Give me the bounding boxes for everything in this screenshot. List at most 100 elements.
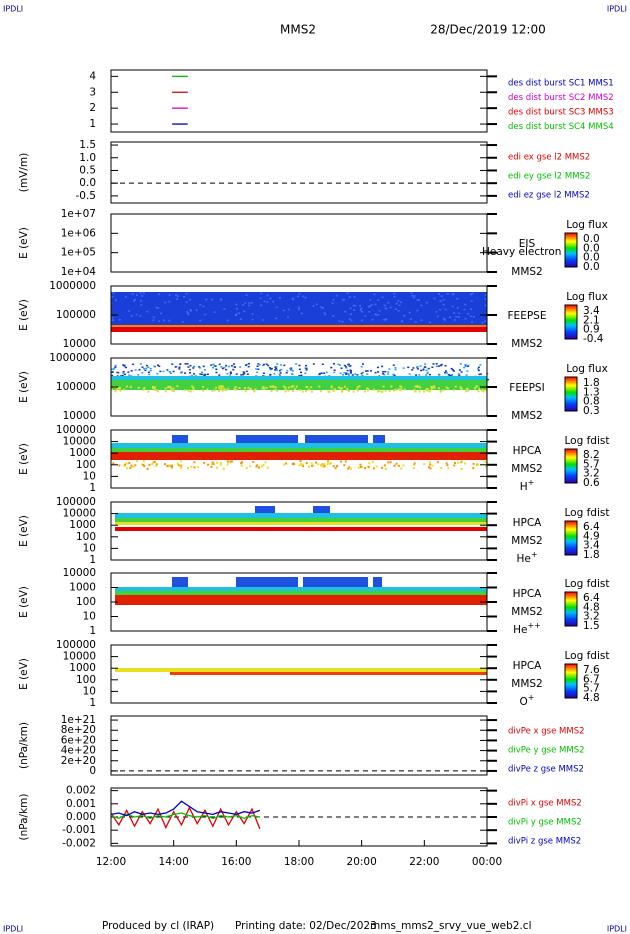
legend-label: divPe z gse MMS2 bbox=[508, 765, 584, 775]
spectrogram-fill bbox=[402, 367, 405, 369]
spectrogram-fill bbox=[215, 368, 218, 371]
spectrogram-fill bbox=[445, 462, 448, 465]
spectrogram-fill bbox=[164, 301, 167, 304]
spectrogram-fill bbox=[114, 366, 117, 368]
spectrogram-fill bbox=[125, 467, 128, 470]
spectrogram-fill bbox=[422, 368, 425, 370]
spectrogram-fill bbox=[349, 313, 352, 315]
spectrogram-fill bbox=[397, 310, 400, 312]
spectrogram-fill bbox=[271, 385, 274, 388]
spectrogram-fill bbox=[147, 371, 150, 374]
spectrogram-fill bbox=[118, 388, 121, 391]
spectrogram-fill bbox=[300, 312, 303, 315]
spectrogram-fill bbox=[146, 310, 149, 313]
spectrogram-fill bbox=[184, 363, 187, 365]
spectrogram-fill bbox=[292, 297, 295, 300]
spectrogram-fill bbox=[284, 390, 287, 393]
spectrogram-fill bbox=[354, 304, 357, 307]
y-tick-label: 10000 bbox=[63, 508, 96, 520]
side-label: H+ bbox=[520, 478, 535, 494]
spectrogram-fill bbox=[115, 595, 487, 605]
panel-frame bbox=[110, 715, 488, 776]
spectrogram-fill bbox=[448, 316, 451, 319]
spectrogram-fill bbox=[374, 371, 377, 374]
colorbar-tick-label: 6.7 bbox=[583, 673, 600, 685]
spectrogram-fill bbox=[466, 387, 469, 390]
spectrogram-fill bbox=[361, 466, 364, 469]
spectrogram-fill bbox=[465, 374, 468, 376]
spectrogram-fill bbox=[452, 293, 455, 296]
spectrogram-fill bbox=[428, 461, 431, 464]
spectrogram-fill bbox=[395, 462, 398, 465]
spectrogram-fill bbox=[375, 465, 378, 468]
y-tick-label: 2e+20 bbox=[61, 755, 96, 767]
spectrogram-fill bbox=[413, 463, 416, 466]
colorbar-tick-label: 8.2 bbox=[583, 449, 600, 461]
side-label: MMS2 bbox=[511, 535, 542, 547]
spectrogram-fill bbox=[407, 366, 410, 369]
spectrogram-fill bbox=[400, 467, 403, 470]
spectrogram-fill bbox=[250, 387, 253, 390]
spectrogram-fill bbox=[233, 363, 236, 365]
spectrogram-fill bbox=[296, 295, 299, 298]
colorbar-tick-label: 2.1 bbox=[583, 314, 600, 326]
spectrogram-fill bbox=[352, 390, 355, 393]
y-tick-label: 1.5 bbox=[79, 139, 96, 151]
spectrogram-fill bbox=[142, 388, 145, 391]
spectrogram-fill bbox=[323, 465, 326, 468]
side-label: He++ bbox=[513, 621, 541, 637]
spectrogram-fill bbox=[269, 368, 272, 371]
spectrogram-fill bbox=[210, 462, 213, 465]
spectrogram-fill bbox=[452, 389, 455, 392]
spectrogram-fill bbox=[190, 465, 193, 468]
spectrogram-fill bbox=[328, 390, 331, 393]
spectrogram-fill bbox=[153, 388, 156, 391]
colorbar-tick-label: 0.0 bbox=[583, 242, 600, 254]
x-tick-label: 14:00 bbox=[159, 856, 189, 868]
spectrogram-fill bbox=[416, 368, 419, 370]
spectrogram-fill bbox=[464, 365, 467, 368]
spectrogram-fill bbox=[275, 366, 278, 368]
colorbar-title: Log flux bbox=[566, 291, 608, 303]
spectrogram-fill bbox=[218, 374, 221, 376]
spectrogram-fill bbox=[347, 373, 350, 375]
side-label-sup: + bbox=[528, 693, 535, 702]
spectrogram-fill bbox=[363, 390, 366, 393]
spectrogram-fill bbox=[118, 387, 121, 390]
spectrogram-fill bbox=[233, 366, 236, 368]
spectrogram-fill bbox=[178, 368, 181, 370]
spectrogram-fill bbox=[240, 464, 243, 467]
spectrogram-fill bbox=[265, 363, 268, 365]
spectrogram-fill bbox=[360, 319, 363, 322]
spectrogram-fill bbox=[226, 463, 229, 466]
spectrogram-fill bbox=[479, 373, 482, 375]
spectrogram-fill bbox=[350, 372, 353, 374]
spectrogram-fill bbox=[303, 577, 368, 589]
spectrogram-fill bbox=[408, 373, 411, 375]
spectrogram-fill bbox=[298, 292, 301, 295]
colorbar-tick-label: 5.7 bbox=[583, 683, 600, 695]
spectrogram-fill bbox=[460, 460, 463, 463]
spectrogram-fill bbox=[397, 464, 400, 467]
y-tick-label: 100000 bbox=[56, 309, 96, 321]
spectrogram-fill bbox=[402, 464, 405, 467]
spectrogram-fill bbox=[280, 368, 283, 371]
side-label: HPCA bbox=[513, 588, 543, 600]
spectrogram-fill bbox=[459, 387, 462, 390]
spectrogram-fill bbox=[255, 506, 275, 514]
spectrogram-fill bbox=[399, 301, 402, 304]
spectrogram-fill bbox=[295, 385, 298, 388]
spectrogram-fill bbox=[263, 300, 266, 303]
spectrogram-fill bbox=[298, 368, 301, 371]
spectrogram-fill bbox=[124, 296, 127, 298]
spectrogram-fill bbox=[466, 370, 469, 372]
legend-label: divPi x gse MMS2 bbox=[508, 799, 582, 809]
spectrogram-fill bbox=[172, 435, 188, 445]
side-label: MMS2 bbox=[511, 338, 542, 350]
spectrogram-fill bbox=[128, 462, 131, 465]
spectrogram-fill bbox=[123, 464, 126, 467]
spectrogram-fill bbox=[167, 386, 170, 389]
spectrogram-fill bbox=[428, 466, 431, 469]
spectrogram-fill bbox=[344, 460, 347, 463]
spectrogram-fill bbox=[467, 389, 470, 392]
